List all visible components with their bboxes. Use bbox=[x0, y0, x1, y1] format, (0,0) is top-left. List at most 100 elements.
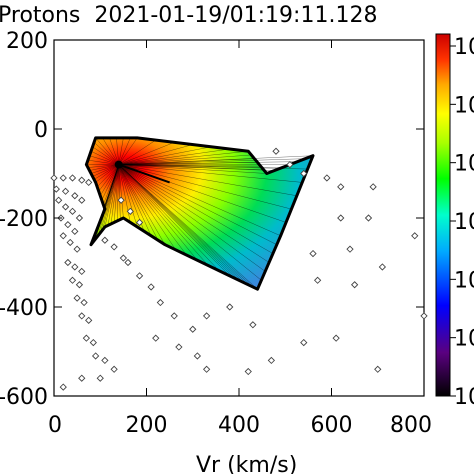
contour-line bbox=[118, 164, 249, 285]
contour-line bbox=[118, 161, 298, 165]
sample-point bbox=[300, 338, 308, 347]
colorbar-tick-label: 10 bbox=[454, 35, 474, 60]
contour-line bbox=[104, 164, 119, 227]
sample-point bbox=[286, 160, 294, 169]
sample-point bbox=[378, 263, 387, 271]
colorbar-tick-label: 10 bbox=[454, 210, 474, 235]
contour-line bbox=[92, 146, 119, 165]
sample-point bbox=[170, 312, 178, 320]
sample-point bbox=[54, 196, 63, 204]
sample-point bbox=[68, 174, 77, 182]
x-tick-label: 0 bbox=[48, 413, 62, 438]
contour-line bbox=[118, 164, 266, 272]
peak-arrow bbox=[118, 163, 170, 184]
sample-point bbox=[82, 334, 91, 342]
contour-line bbox=[101, 164, 119, 201]
sample-points bbox=[50, 147, 428, 391]
contour-line bbox=[118, 164, 198, 261]
sample-point bbox=[411, 232, 419, 240]
sample-point bbox=[364, 214, 373, 222]
sample-point bbox=[78, 374, 86, 382]
contour-line bbox=[116, 164, 119, 221]
contour-line bbox=[100, 164, 119, 196]
y-tick-label: -600 bbox=[0, 385, 48, 410]
sample-point bbox=[61, 187, 70, 195]
contour-line bbox=[118, 164, 267, 174]
sample-point bbox=[101, 356, 109, 365]
sample-point bbox=[152, 334, 160, 342]
x-tick-label: 600 bbox=[311, 413, 353, 438]
y-tick-label: -400 bbox=[0, 296, 48, 321]
contour-line bbox=[93, 164, 119, 180]
contour-line bbox=[89, 155, 119, 165]
contour-line bbox=[110, 164, 119, 224]
sample-point bbox=[249, 321, 257, 329]
sample-point bbox=[420, 312, 428, 320]
sample-point bbox=[78, 176, 86, 184]
y-tick-label: -200 bbox=[0, 207, 48, 232]
sample-point bbox=[64, 221, 72, 229]
colorbar: 10 10 10 10 10 10 10 bbox=[435, 33, 474, 410]
contour-line bbox=[118, 164, 240, 281]
sample-point bbox=[119, 254, 128, 262]
contour-line bbox=[118, 164, 235, 279]
sample-point bbox=[71, 263, 79, 271]
contour-line bbox=[118, 164, 297, 196]
sample-point bbox=[313, 276, 322, 284]
contour-line bbox=[116, 137, 119, 165]
contour-line bbox=[118, 144, 193, 165]
sample-point bbox=[337, 214, 345, 222]
contour-line bbox=[95, 164, 119, 183]
contour-line bbox=[118, 164, 277, 245]
contour-line bbox=[118, 158, 306, 165]
sample-point bbox=[91, 352, 100, 360]
colorbar-gradient bbox=[435, 33, 451, 397]
sample-point bbox=[350, 281, 359, 289]
contour-line bbox=[95, 137, 119, 165]
sample-point bbox=[175, 343, 183, 351]
sample-point bbox=[78, 312, 86, 320]
y-tick-label: 0 bbox=[34, 118, 48, 143]
sample-point bbox=[309, 249, 317, 258]
contour-line bbox=[118, 155, 314, 165]
contour-line bbox=[118, 139, 156, 165]
contour-line bbox=[104, 164, 119, 210]
contour-line bbox=[118, 137, 131, 165]
contour-line bbox=[113, 164, 119, 223]
contour-line bbox=[92, 164, 119, 177]
sample-point bbox=[110, 365, 118, 373]
sample-point bbox=[71, 192, 79, 200]
contour-line bbox=[118, 151, 249, 165]
contour-line bbox=[118, 164, 270, 263]
x-tick-label: 200 bbox=[126, 413, 168, 438]
contour-line bbox=[118, 164, 187, 256]
sample-point bbox=[226, 303, 234, 311]
sample-point bbox=[374, 365, 382, 373]
contour-line bbox=[118, 164, 230, 277]
sample-point bbox=[267, 356, 276, 365]
sample-point bbox=[202, 312, 211, 320]
contour-line bbox=[102, 137, 119, 165]
x-axis-ticks: 0 200 400 600 800 bbox=[48, 40, 432, 438]
sample-point bbox=[50, 174, 58, 182]
contour-line bbox=[118, 164, 124, 219]
contour-line bbox=[96, 164, 119, 188]
sample-point bbox=[85, 178, 93, 187]
sample-point bbox=[75, 214, 84, 222]
contour-line bbox=[90, 164, 119, 174]
contour-line bbox=[118, 164, 220, 271]
contour-line bbox=[118, 142, 175, 165]
contour-line bbox=[118, 137, 124, 165]
contour-line bbox=[118, 154, 252, 165]
contour-line bbox=[107, 164, 119, 226]
x-tick-label: 400 bbox=[218, 413, 260, 438]
contour-line bbox=[89, 164, 119, 171]
sample-point bbox=[135, 272, 144, 280]
sample-point bbox=[66, 238, 74, 247]
contour-line bbox=[118, 164, 274, 254]
sample-point bbox=[80, 298, 88, 307]
contour-line bbox=[118, 164, 166, 245]
contour-line bbox=[118, 164, 281, 237]
contour-line bbox=[87, 159, 119, 165]
